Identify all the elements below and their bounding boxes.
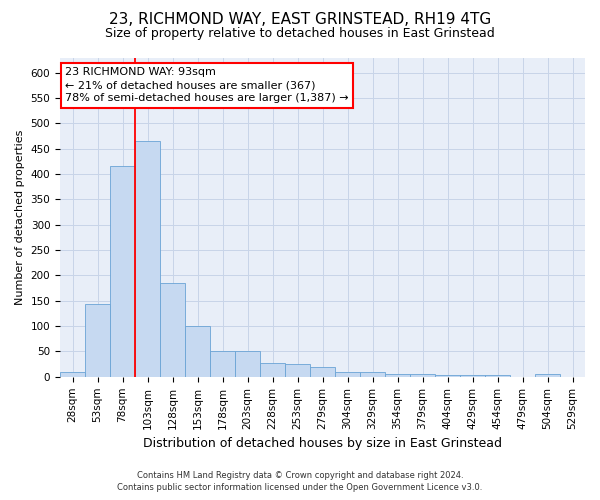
Bar <box>135 141 160 377</box>
Bar <box>185 326 210 377</box>
Bar <box>535 374 560 377</box>
Bar <box>410 374 435 377</box>
Bar <box>460 376 485 377</box>
Bar <box>335 372 360 377</box>
Bar <box>360 372 385 377</box>
Bar <box>435 376 460 377</box>
Text: Size of property relative to detached houses in East Grinstead: Size of property relative to detached ho… <box>105 28 495 40</box>
Bar <box>385 374 410 377</box>
Y-axis label: Number of detached properties: Number of detached properties <box>15 130 25 305</box>
Bar <box>285 364 310 377</box>
Bar <box>310 366 335 377</box>
Text: 23, RICHMOND WAY, EAST GRINSTEAD, RH19 4TG: 23, RICHMOND WAY, EAST GRINSTEAD, RH19 4… <box>109 12 491 28</box>
Bar <box>160 283 185 377</box>
Bar <box>235 352 260 377</box>
Bar <box>60 372 85 377</box>
X-axis label: Distribution of detached houses by size in East Grinstead: Distribution of detached houses by size … <box>143 437 502 450</box>
Bar <box>485 376 510 377</box>
Bar <box>110 166 135 377</box>
Bar <box>260 362 285 377</box>
Bar <box>85 304 110 377</box>
Text: Contains HM Land Registry data © Crown copyright and database right 2024.
Contai: Contains HM Land Registry data © Crown c… <box>118 471 482 492</box>
Text: 23 RICHMOND WAY: 93sqm
← 21% of detached houses are smaller (367)
78% of semi-de: 23 RICHMOND WAY: 93sqm ← 21% of detached… <box>65 67 349 104</box>
Bar <box>210 352 235 377</box>
